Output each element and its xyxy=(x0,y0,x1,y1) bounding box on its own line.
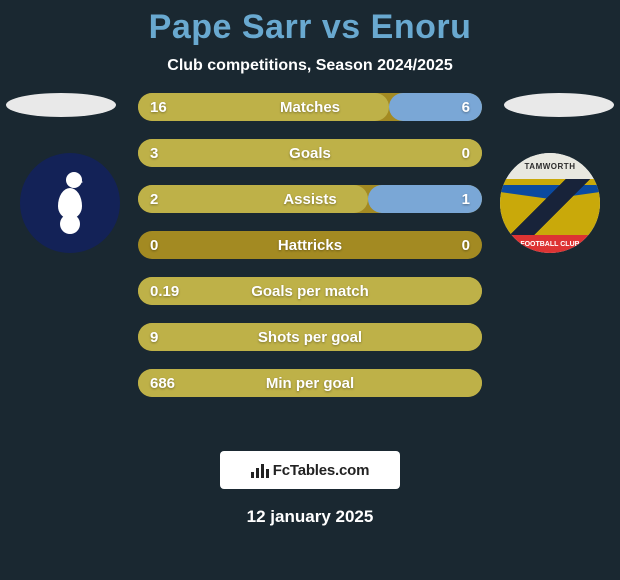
team-crest-right: TAMWORTH FOOTBALL CLUB xyxy=(500,153,600,253)
comparison-title: Pape Sarr vs Enoru xyxy=(0,0,620,47)
stat-row: Assists2 1 xyxy=(138,185,482,213)
stat-value-right: 0 xyxy=(462,237,470,254)
player-b-name: Enoru xyxy=(371,8,472,46)
stat-row: Matches16 6 xyxy=(138,93,482,121)
halo-right xyxy=(504,93,614,117)
tamworth-icon: TAMWORTH FOOTBALL CLUB xyxy=(500,153,600,253)
stat-value-left: 2 xyxy=(150,191,158,208)
brand-text: FcTables.com xyxy=(273,462,370,479)
team-crest-left xyxy=(20,153,120,253)
tottenham-icon xyxy=(20,153,120,253)
stat-value-left: 0 xyxy=(150,237,158,254)
stat-value-right: 6 xyxy=(462,99,470,116)
stat-label: Hattricks xyxy=(138,237,482,254)
stat-label: Shots per goal xyxy=(138,329,482,346)
stat-value-right: 0 xyxy=(462,145,470,162)
player-a-name: Pape Sarr xyxy=(149,8,312,46)
comparison-arena: TAMWORTH FOOTBALL CLUB Matches16 6 Goals3 0… xyxy=(0,93,620,423)
chart-icon xyxy=(251,462,269,478)
subtitle: Club competitions, Season 2024/2025 xyxy=(0,57,620,75)
stat-row: Hattricks0 0 xyxy=(138,231,482,259)
crest-top-text: TAMWORTH xyxy=(500,153,600,179)
stat-label: Assists xyxy=(138,191,482,208)
stat-label: Matches xyxy=(138,99,482,116)
stat-value-left: 0.19 xyxy=(150,283,179,300)
stat-label: Goals xyxy=(138,145,482,162)
stats-container: Matches166Goals30Assists21Hattricks00Goa… xyxy=(138,93,482,397)
stat-row: Goals per match0.19 xyxy=(138,277,482,305)
stat-value-left: 3 xyxy=(150,145,158,162)
stat-label: Goals per match xyxy=(138,283,482,300)
stat-value-left: 686 xyxy=(150,375,175,392)
stat-value-right: 1 xyxy=(462,191,470,208)
stat-value-left: 16 xyxy=(150,99,167,116)
stat-row: Min per goal686 xyxy=(138,369,482,397)
brand-badge[interactable]: FcTables.com xyxy=(220,451,400,489)
crest-bottom-text: FOOTBALL CLUB xyxy=(500,235,600,253)
date-text: 12 january 2025 xyxy=(0,507,620,527)
stat-row: Goals3 0 xyxy=(138,139,482,167)
stat-row: Shots per goal9 xyxy=(138,323,482,351)
stat-value-left: 9 xyxy=(150,329,158,346)
vs-text: vs xyxy=(322,8,361,46)
halo-left xyxy=(6,93,116,117)
stat-label: Min per goal xyxy=(138,375,482,392)
